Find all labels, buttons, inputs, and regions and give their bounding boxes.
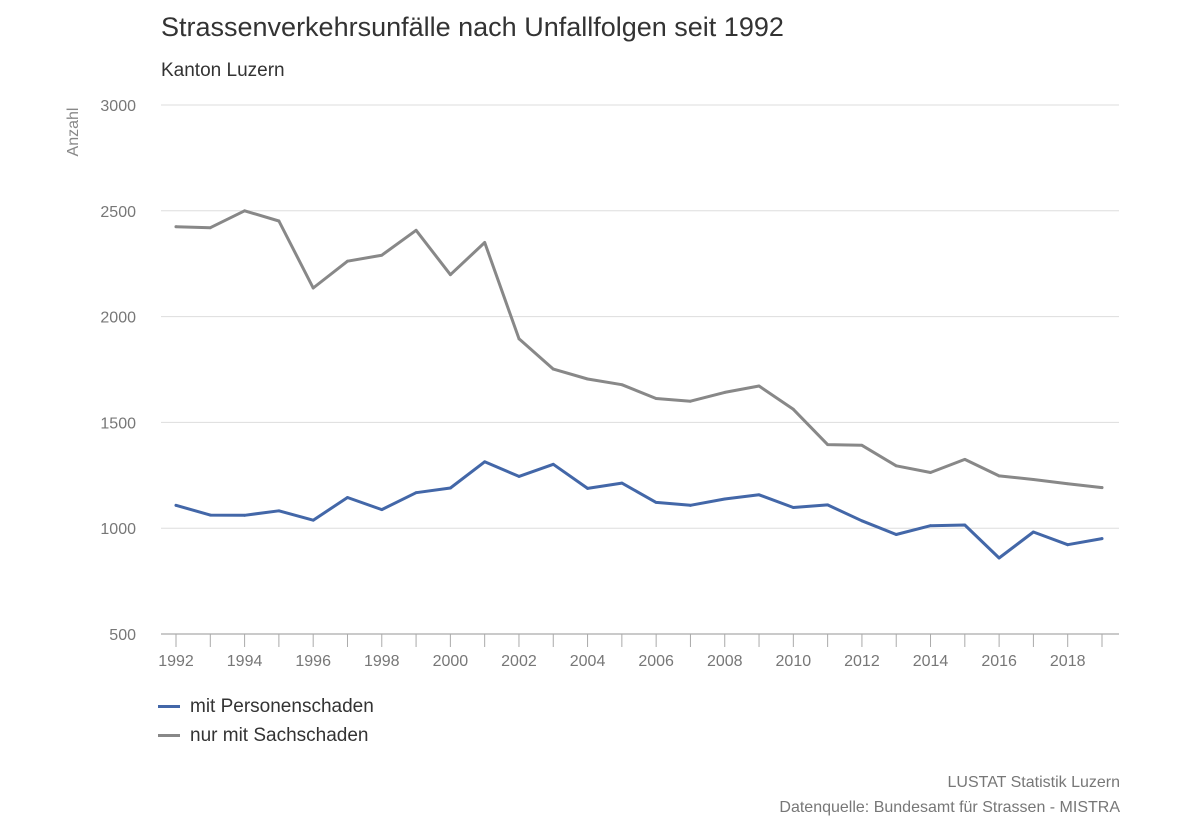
series-lines (174, 209, 1104, 560)
data-point (311, 286, 315, 290)
chart-title: Strassenverkehrsunfälle nach Unfallfolge… (161, 12, 784, 42)
x-tick-label: 2016 (981, 653, 1017, 670)
legend-label: nur mit Sachschaden (190, 724, 369, 746)
data-point (654, 500, 658, 504)
x-tick-label: 2008 (707, 653, 743, 670)
data-point (414, 491, 418, 495)
data-point (757, 384, 761, 388)
data-point (208, 513, 212, 517)
data-point (894, 533, 898, 536)
data-point (174, 225, 178, 229)
data-point (997, 474, 1001, 478)
data-point (894, 464, 898, 468)
data-point (448, 486, 452, 490)
data-point (483, 460, 487, 464)
data-point (757, 493, 761, 497)
data-point (1100, 486, 1104, 489)
data-point (243, 513, 246, 517)
data-point (483, 241, 487, 244)
data-point (963, 458, 967, 461)
data-point (448, 273, 452, 277)
data-point (311, 518, 315, 522)
legend-item-personenschaden: mit Personenschaden (158, 692, 374, 721)
data-point (586, 377, 589, 381)
data-point (620, 481, 624, 485)
source-publisher: LUSTAT Statistik Luzern (947, 774, 1120, 791)
x-tick-label: 2014 (913, 653, 949, 670)
y-axis: 500 1000 1500 2000 2500 3000 (100, 98, 136, 644)
data-point (1066, 482, 1070, 486)
series-line-mit-personenschaden (174, 460, 1104, 560)
source-data-origin: Datenquelle: Bundesamt für Strassen - MI… (779, 799, 1120, 816)
data-point (1100, 537, 1104, 540)
x-axis: 1992 1994 1996 1998 2000 2002 2004 2006 2008 2010… (158, 633, 1119, 670)
x-tick-label: 1994 (227, 653, 263, 670)
grid-lines (161, 104, 1119, 529)
data-point (517, 337, 521, 341)
data-point (860, 519, 864, 523)
x-tick-label: 1996 (295, 653, 331, 670)
data-point (997, 556, 1001, 560)
y-tick-label: 500 (109, 627, 136, 644)
legend-swatch-sachschaden (158, 734, 180, 737)
data-point (380, 253, 384, 257)
data-point (620, 383, 624, 387)
legend: mit Personenschaden nur mit Sachschaden (158, 692, 374, 750)
data-point (414, 228, 418, 232)
data-point (826, 503, 830, 507)
legend-label: mit Personenschaden (190, 695, 374, 717)
data-point (654, 397, 658, 400)
x-tick-label: 2018 (1050, 653, 1086, 670)
x-tick-label: 2004 (570, 653, 606, 670)
y-axis-label: Anzahl (65, 108, 82, 157)
x-tick-label: 1992 (158, 653, 194, 670)
x-tick-label: 1998 (364, 653, 400, 670)
y-tick-label: 3000 (100, 98, 136, 115)
data-point (346, 259, 349, 263)
data-point (963, 523, 967, 527)
data-point (689, 399, 692, 403)
data-point (208, 226, 212, 230)
series-line-nur-mit-sachschaden (174, 209, 1104, 490)
x-tick-label: 2006 (638, 653, 674, 670)
x-tick-label: 2002 (501, 653, 537, 670)
data-point (174, 503, 178, 507)
data-point (723, 497, 727, 501)
data-point (517, 474, 521, 478)
x-tick-label: 2000 (433, 653, 469, 670)
data-point (277, 509, 281, 513)
data-point (860, 443, 864, 447)
y-tick-label: 1500 (100, 415, 136, 432)
data-point (791, 506, 795, 509)
data-point (243, 209, 246, 213)
data-point (929, 471, 932, 474)
data-point (380, 508, 384, 511)
data-point (929, 524, 932, 528)
data-point (1066, 543, 1070, 547)
data-point (1032, 530, 1035, 534)
data-point (277, 219, 281, 223)
source-note: LUSTAT Statistik Luzern Datenquelle: Bun… (779, 770, 1120, 820)
data-point (826, 443, 830, 447)
x-tick-label: 2010 (776, 653, 812, 670)
legend-swatch-personenschaden (158, 705, 180, 708)
data-point (551, 462, 555, 466)
legend-item-sachschaden: nur mit Sachschaden (158, 721, 374, 750)
chart-subtitle: Kanton Luzern (161, 60, 285, 81)
data-point (551, 367, 555, 371)
data-point (1032, 478, 1035, 481)
y-tick-label: 2500 (100, 204, 136, 221)
y-tick-label: 2000 (100, 310, 136, 327)
y-tick-label: 1000 (100, 521, 136, 538)
x-tick-label: 2012 (844, 653, 880, 670)
data-point (586, 487, 589, 490)
data-point (791, 407, 795, 411)
data-point (689, 503, 692, 507)
data-point (346, 496, 349, 499)
data-point (723, 390, 727, 394)
